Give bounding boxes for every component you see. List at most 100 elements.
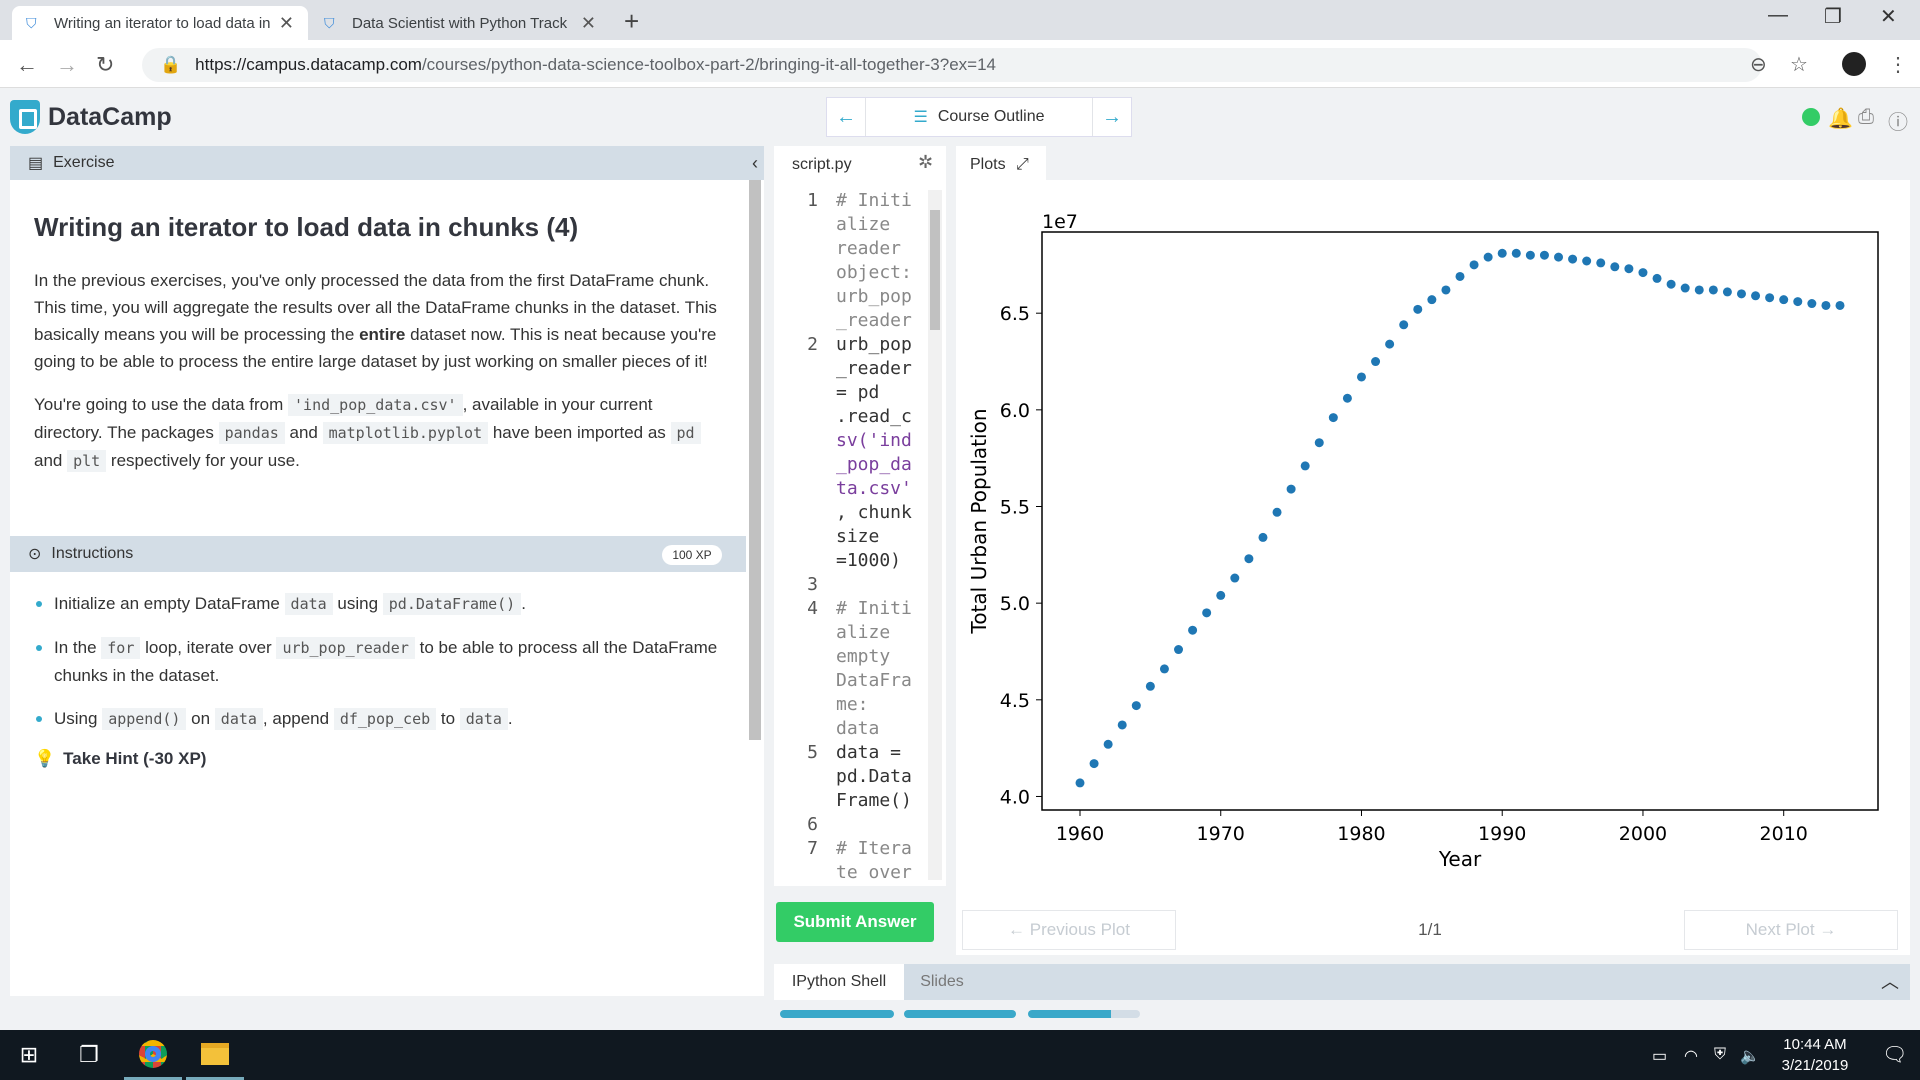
file-explorer-icon[interactable] — [186, 1030, 244, 1080]
notification-center-icon[interactable]: 🗨 — [1882, 1044, 1908, 1066]
check-circle-icon: ⊙ — [28, 546, 42, 563]
windows-taskbar — [0, 1030, 1920, 1080]
expand-console-chevron-icon[interactable]: ︿ — [1881, 972, 1899, 992]
text: You're going to use the data from — [34, 395, 289, 414]
data-point — [1103, 739, 1113, 749]
data-point — [1779, 295, 1789, 305]
code-line: reader — [836, 238, 902, 259]
code-line: urb_pop — [836, 286, 912, 307]
submit-answer-button[interactable]: Submit Answer — [776, 902, 934, 942]
text: using — [332, 594, 383, 613]
instruction-item: Using append() on data, append df_pop_ce… — [34, 705, 722, 733]
battery-icon[interactable]: ▭ — [1652, 1048, 1668, 1065]
window-close-icon[interactable]: ✕ — [1880, 6, 1897, 28]
data-point — [1286, 484, 1296, 494]
instruction-item: In the for loop, iterate over urb_pop_re… — [34, 634, 722, 689]
inline-code: pandas — [218, 422, 285, 444]
reload-icon[interactable]: ↻ — [96, 52, 115, 77]
y-tick-label: 4.0 — [1000, 786, 1030, 808]
browser-menu-icon[interactable]: ⋮ — [1888, 54, 1908, 76]
data-point — [1216, 590, 1226, 600]
previous-exercise-arrow-icon[interactable]: ← — [836, 105, 856, 128]
editor-settings-icon[interactable]: ✲ — [918, 152, 934, 172]
code-editor[interactable]: 1 # Initi alize reader object: urb_pop _reader… — [774, 180, 946, 886]
tab-script-py[interactable]: script.py — [792, 156, 852, 173]
expand-icon[interactable]: ⤢ — [1016, 156, 1029, 173]
task-view-icon[interactable]: ❐ — [79, 1042, 99, 1067]
windows-start-icon[interactable]: ⊞ — [19, 1042, 39, 1067]
wifi-icon[interactable]: ◠ — [1684, 1048, 1698, 1065]
tab-plots[interactable]: Plots ⤢ — [956, 146, 1046, 180]
forward-arrow-icon[interactable]: → — [56, 52, 78, 77]
hint-label: Take Hint (-30 XP) — [63, 749, 207, 768]
profile-avatar[interactable] — [1842, 52, 1866, 76]
data-point — [1694, 285, 1704, 295]
tab-close-icon[interactable]: ✕ — [580, 12, 596, 33]
datacamp-logo-icon — [10, 100, 40, 134]
clock-time: 10:44 AM — [1783, 1036, 1847, 1053]
take-hint-button[interactable]: 💡 Take Hint (-30 XP) — [34, 749, 722, 769]
browser-tab-active[interactable]: ⛉ Writing an iterator to load data in ch… — [12, 6, 308, 40]
code-line: , chunk — [836, 502, 912, 523]
new-tab-icon[interactable]: + — [624, 6, 640, 36]
collapse-panel-chevron-icon[interactable]: ‹ — [746, 146, 764, 180]
inline-code: urb_pop_reader — [276, 637, 415, 659]
x-tick-label: 1960 — [1056, 823, 1104, 845]
exercise-icon: ▤ — [28, 155, 44, 172]
scrollbar-thumb[interactable] — [749, 180, 761, 740]
data-point — [1751, 291, 1761, 301]
data-point — [1722, 287, 1732, 297]
data-point — [1441, 285, 1451, 295]
taskbar-clock[interactable]: 10:44 AM 3/21/2019 — [1760, 1034, 1870, 1076]
lightbulb-icon: 💡 — [34, 749, 56, 768]
pdf-slides-icon[interactable]: ⎙ — [1858, 106, 1874, 128]
line-number: 1 — [807, 190, 818, 211]
data-point — [1188, 625, 1198, 635]
code-line: empty — [836, 646, 891, 667]
datacamp-logo[interactable]: DataCamp — [10, 100, 172, 134]
scrollbar-thumb[interactable] — [930, 210, 940, 330]
tab-close-icon[interactable]: ✕ — [278, 12, 294, 33]
line-number: 7 — [807, 838, 818, 859]
text: on — [186, 709, 215, 728]
text: . — [521, 594, 526, 613]
inline-code: plt — [67, 450, 107, 472]
data-point — [1568, 254, 1578, 264]
data-point — [1708, 285, 1718, 295]
folder-shape — [201, 1042, 229, 1065]
data-point — [1807, 299, 1817, 309]
bookmark-star-icon[interactable]: ☆ — [1790, 54, 1808, 76]
data-point — [1300, 461, 1310, 471]
exercise-scrollbar[interactable] — [746, 180, 764, 996]
tab-ipython-shell[interactable]: IPython Shell — [774, 964, 904, 1000]
course-outline-nav: ← ☰ Course Outline → — [826, 97, 1132, 137]
notification-bell-icon[interactable]: 🔔 — [1828, 108, 1853, 130]
tab-slides[interactable]: Slides — [920, 973, 964, 990]
course-outline-button[interactable]: ☰ Course Outline — [865, 98, 1093, 136]
minimize-icon[interactable]: — — [1768, 4, 1788, 26]
exercise-title: Writing an iterator to load data in chun… — [34, 212, 579, 242]
previous-plot-button[interactable]: ← Previous Plot — [962, 910, 1176, 950]
data-point — [1230, 573, 1240, 583]
data-point — [1117, 720, 1127, 730]
text: loop, iterate over — [140, 638, 277, 657]
data-point — [1638, 268, 1648, 278]
next-plot-button[interactable]: Next Plot → — [1684, 910, 1898, 950]
browser-tab-strip — [0, 0, 1920, 40]
browser-tab[interactable]: ⛉ Data Scientist with Python Track ✕ — [310, 6, 610, 40]
maximize-icon[interactable]: ❐ — [1824, 6, 1842, 28]
exercise-header: ▤ Exercise — [10, 146, 746, 180]
volume-icon[interactable]: 🔈 — [1740, 1048, 1760, 1065]
report-issue-icon[interactable]: ⓘ — [1888, 112, 1908, 134]
data-point — [1089, 759, 1099, 769]
url-field[interactable]: 🔒 https://campus.datacamp.com/courses/py… — [142, 48, 1762, 82]
next-exercise-arrow-icon[interactable]: → — [1102, 105, 1122, 128]
data-point — [1399, 320, 1409, 330]
instructions-panel: Initialize an empty DataFrame data using… — [10, 572, 746, 996]
zoom-icon[interactable]: ⊖ — [1750, 54, 1767, 76]
editor-scrollbar[interactable] — [928, 190, 942, 880]
chrome-taskbar-icon[interactable] — [124, 1030, 182, 1080]
back-arrow-icon[interactable]: ← — [16, 52, 38, 77]
security-shield-icon[interactable]: ⛨ — [1714, 1046, 1727, 1063]
text: In the previous exercises, you've only p… — [34, 271, 717, 344]
